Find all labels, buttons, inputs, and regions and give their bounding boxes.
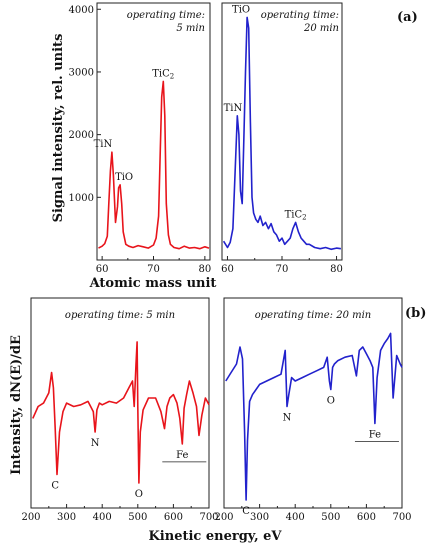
peak-label: TiC2 <box>285 209 307 221</box>
x-tick-label: 400 <box>93 512 112 523</box>
x-tick-label: 80 <box>198 264 211 275</box>
a-x-axis-label: Atomic mass unit <box>89 276 217 291</box>
x-tick-label: 200 <box>21 512 40 523</box>
x-tick-label: 70 <box>276 264 289 275</box>
x-tick-label: 700 <box>199 512 218 523</box>
x-tick-label: 500 <box>321 512 340 523</box>
panel-b-label: (b) <box>405 306 426 321</box>
x-tick-label: 300 <box>250 512 269 523</box>
series-line <box>32 341 210 484</box>
peak-label: O <box>135 489 143 500</box>
axes-frame <box>221 2 343 261</box>
panel-a-label: (a) <box>397 10 418 25</box>
x-tick-label: 500 <box>128 512 147 523</box>
series-line <box>225 332 403 501</box>
series-line <box>222 16 342 251</box>
x-tick-label: 80 <box>330 264 343 275</box>
plot-a-left: 60 70 80 1000 2000 3000 4000 operating time: 5 m… <box>69 2 211 275</box>
axes-frame <box>30 297 210 509</box>
plot-b-right: 200 300 400 500 600 700 operating time: 20 min… <box>214 297 412 523</box>
plot-b-left: 200 300 400 500 600 700 operating time: 5 min C… <box>21 297 219 523</box>
operating-time-note: 5 min <box>176 23 205 34</box>
peak-label: N <box>91 438 100 449</box>
operating-time-note: operating time: 20 min <box>255 310 372 321</box>
x-tick-label: 600 <box>357 512 376 523</box>
peak-label: TiO <box>115 172 133 183</box>
peak-label: C <box>242 506 250 517</box>
peak-label: Fe <box>176 450 188 461</box>
peak-label: C <box>51 481 59 492</box>
peak-label: O <box>327 396 335 407</box>
x-tick-label: 60 <box>96 264 109 275</box>
b-x-axis-label: Kinetic energy, eV <box>149 529 283 544</box>
y-tick-label: 3000 <box>69 67 94 78</box>
x-tick-label: 70 <box>147 264 160 275</box>
b-y-axis-label: Intensity, dN(E)/dE <box>9 335 24 475</box>
peak-label: TiN <box>224 103 243 114</box>
y-tick-label: 1000 <box>69 193 94 204</box>
series-line <box>98 80 210 250</box>
y-tick-label: 4000 <box>69 5 94 16</box>
axes-frame <box>96 2 211 261</box>
x-tick-label: 600 <box>164 512 183 523</box>
a-y-axis-label: Signal intensity, rel. units <box>51 34 66 223</box>
x-tick-label: 400 <box>286 512 305 523</box>
peak-label: N <box>283 413 292 424</box>
operating-time-note: 20 min <box>303 23 339 34</box>
operating-time-note: operating time: <box>127 10 205 21</box>
peak-label: TiN <box>94 139 113 150</box>
x-tick-label: 200 <box>214 512 233 523</box>
operating-time-note: operating time: 5 min <box>65 310 175 321</box>
plot-a-right: 60 70 80 operating time: 20 min TiN TiO TiC2 <box>221 2 343 275</box>
x-tick-label: 300 <box>57 512 76 523</box>
peak-label: TiO <box>232 4 250 15</box>
operating-time-note: operating time: <box>261 10 339 21</box>
peak-label: TiC2 <box>152 68 174 80</box>
x-tick-label: 700 <box>392 512 411 523</box>
x-tick-label: 60 <box>221 264 234 275</box>
y-tick-label: 2000 <box>69 130 94 141</box>
peak-label: Fe <box>369 430 381 441</box>
